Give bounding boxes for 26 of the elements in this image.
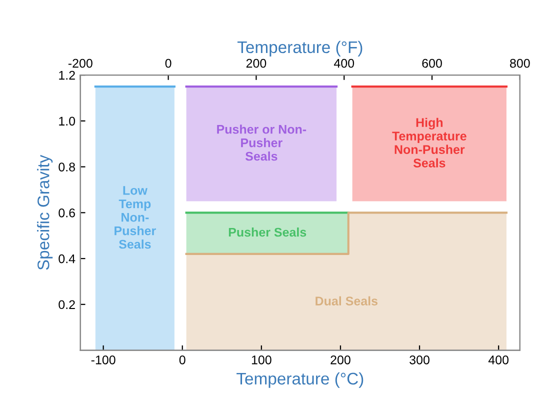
x-tick-label: -100 <box>91 355 116 364</box>
x2-tick-label: 0 <box>165 58 172 68</box>
series-label: Pusher Seals <box>228 227 306 237</box>
y-axis-title: Specific Gravity <box>37 154 53 270</box>
x2-tick-label: 600 <box>422 58 442 68</box>
x2-tick-label: 800 <box>510 58 530 68</box>
x2-tick-label: 400 <box>334 58 354 68</box>
x-tick-label: 100 <box>252 355 272 364</box>
y-tick-label: 0.2 <box>58 300 75 310</box>
y-tick-label: 0.6 <box>58 208 75 218</box>
y-tick-label: 1.2 <box>59 70 75 80</box>
x-tick-label: 400 <box>488 355 509 364</box>
text: Dual Seals <box>316 296 378 306</box>
text: High Temperature Non-Pusher Seals <box>392 118 466 168</box>
y-tick-label: 0.4 <box>58 254 76 264</box>
y-tick-label: 0.8 <box>58 162 75 172</box>
x-tick-label: 300 <box>410 355 430 364</box>
x2-tick-label: 200 <box>246 58 266 68</box>
text: Low Temp Non- Pusher Seals <box>114 186 156 249</box>
x-axis-title: Temperature (°C) <box>236 372 364 388</box>
x2-tick-label: -200 <box>68 58 92 68</box>
text: Pusher or Non- Pusher Seals <box>217 124 306 161</box>
y-tick-label: 1.0 <box>59 116 76 126</box>
x2-axis-title: Temperature (°F) <box>237 40 362 56</box>
x-tick-label: 0 <box>179 355 186 364</box>
x-tick-label: 200 <box>330 355 350 364</box>
